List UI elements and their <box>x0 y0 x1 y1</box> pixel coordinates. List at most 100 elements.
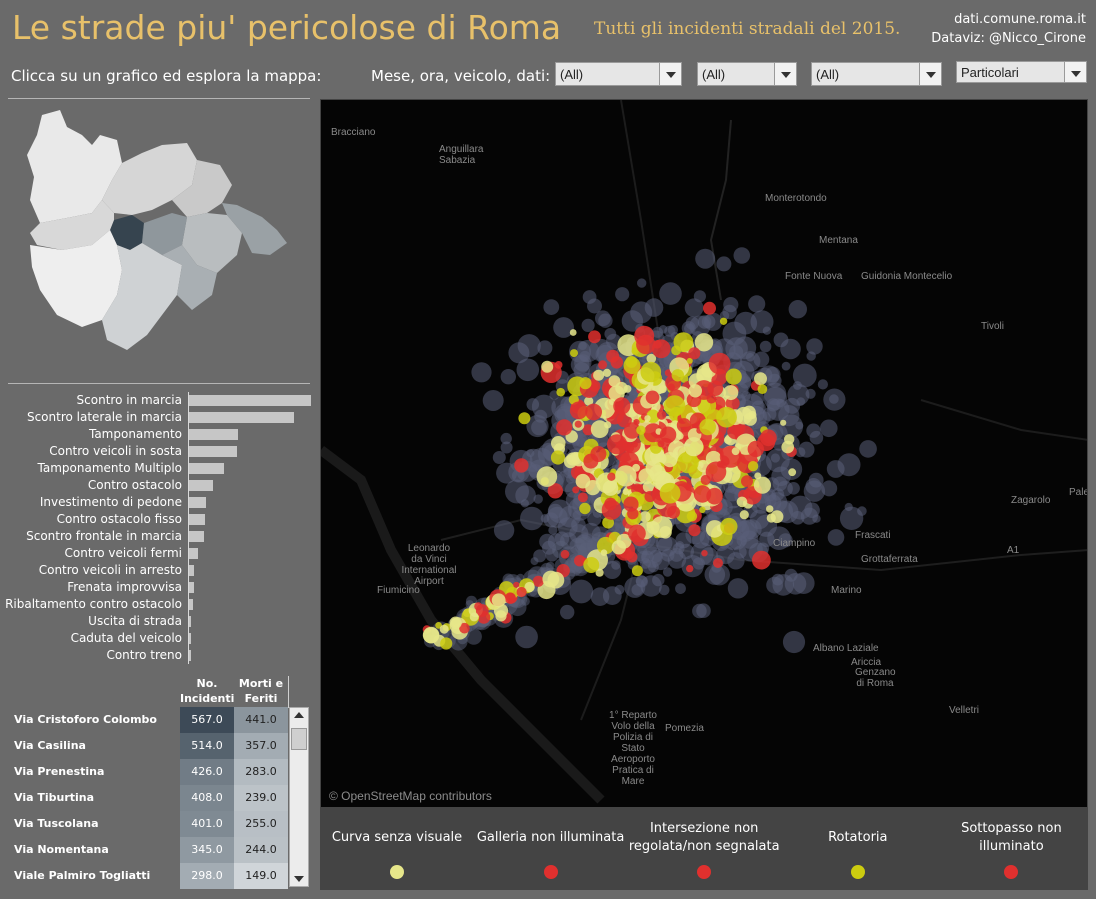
accident-type-chart[interactable]: Scontro in marcia Scontro laterale in mar… <box>5 392 311 668</box>
legend-item[interactable]: Curva senza visuale <box>320 808 474 890</box>
incident-point[interactable] <box>500 369 516 385</box>
bar-row[interactable]: Frenata improvvisa <box>8 579 310 596</box>
chevron-down-icon[interactable] <box>1064 62 1086 82</box>
municipio-north-west[interactable] <box>27 110 122 223</box>
scroll-up-icon[interactable] <box>294 712 304 718</box>
bar-row[interactable]: Scontro in marcia <box>8 392 311 409</box>
incident-point[interactable] <box>826 460 845 478</box>
incident-point[interactable] <box>465 628 482 645</box>
incident-point[interactable] <box>540 514 550 523</box>
incident-point[interactable] <box>583 453 599 469</box>
incident-point[interactable] <box>644 490 656 503</box>
incident-point[interactable] <box>560 604 575 620</box>
incident-point[interactable] <box>678 543 694 560</box>
incident-point[interactable] <box>723 436 732 444</box>
incident-point[interactable] <box>585 480 601 496</box>
incident-point[interactable] <box>771 573 784 586</box>
incident-point[interactable] <box>658 325 668 334</box>
incident-point[interactable] <box>770 453 780 463</box>
bar[interactable] <box>189 565 194 576</box>
incident-point[interactable] <box>537 340 553 356</box>
incident-point[interactable] <box>671 369 684 382</box>
incident-point[interactable] <box>773 332 789 348</box>
incident-point[interactable] <box>644 415 651 422</box>
bar-row[interactable]: Tamponamento Multiplo <box>8 460 310 477</box>
bar-row[interactable]: Investimento di pedone <box>8 494 310 511</box>
municipio-south[interactable] <box>102 243 182 350</box>
bar-row[interactable]: Contro veicoli in arresto <box>8 562 310 579</box>
incident-point[interactable] <box>662 452 678 468</box>
incident-point[interactable] <box>699 418 716 436</box>
incident-point[interactable] <box>600 549 608 556</box>
incident-point[interactable] <box>569 579 594 604</box>
bar[interactable] <box>189 650 191 661</box>
bar-row[interactable]: Ribaltamento contro ostacolo <box>5 596 310 613</box>
incident-point[interactable] <box>607 472 616 481</box>
incident-point[interactable] <box>734 311 758 335</box>
incident-point[interactable] <box>727 578 749 599</box>
bar-row[interactable]: Caduta del veicolo <box>8 630 310 647</box>
incident-point[interactable] <box>623 496 639 512</box>
incident-point[interactable] <box>754 372 767 386</box>
incident-point[interactable] <box>569 329 577 336</box>
incident-point[interactable] <box>563 455 578 469</box>
incident-point[interactable] <box>631 565 643 577</box>
incident-point[interactable] <box>493 520 515 541</box>
incident-point[interactable] <box>518 412 531 425</box>
incident-point[interactable] <box>692 603 707 619</box>
municipio-south-east[interactable] <box>162 245 217 310</box>
incident-point[interactable] <box>581 318 595 332</box>
incident-point[interactable] <box>550 450 566 465</box>
incident-point[interactable] <box>626 551 638 563</box>
data-filter-select[interactable]: Particolari <box>956 61 1087 83</box>
incident-point[interactable] <box>515 625 538 649</box>
incident-point[interactable] <box>705 520 724 538</box>
incident-point[interactable] <box>762 407 777 421</box>
municipio-east[interactable] <box>182 213 242 273</box>
incident-point[interactable] <box>750 310 774 334</box>
incident-point[interactable] <box>743 412 757 426</box>
bar[interactable] <box>189 446 237 457</box>
incident-point[interactable] <box>556 387 565 397</box>
incident-point[interactable] <box>778 533 793 548</box>
bar-row[interactable]: Contro ostacolo fisso <box>8 511 310 528</box>
incident-point[interactable] <box>821 480 838 497</box>
incident-point[interactable] <box>570 349 578 358</box>
legend-item[interactable]: Intersezione non regolata/non segnalata <box>627 808 781 890</box>
incident-point[interactable] <box>653 340 662 349</box>
bar[interactable] <box>189 582 194 593</box>
incident-point[interactable] <box>741 475 753 488</box>
legend-item[interactable]: Galleria non illuminata <box>474 808 628 890</box>
incident-point[interactable] <box>440 637 453 650</box>
incident-point[interactable] <box>515 485 536 506</box>
vehicle-filter-select[interactable]: (All) <box>811 62 942 86</box>
incident-point[interactable] <box>598 360 608 370</box>
incident-point[interactable] <box>500 441 513 454</box>
incident-point[interactable] <box>656 410 667 420</box>
incident-point[interactable] <box>482 390 504 411</box>
month-filter-select[interactable]: (All) <box>555 62 682 86</box>
table-row[interactable]: Via Prenestina 426.0 283.0 <box>8 759 288 785</box>
incident-point[interactable] <box>782 630 806 654</box>
incident-point[interactable] <box>514 458 529 473</box>
incident-point[interactable] <box>632 463 640 472</box>
incident-point[interactable] <box>471 362 492 383</box>
incident-point[interactable] <box>547 571 565 589</box>
bar[interactable] <box>189 429 238 440</box>
bar[interactable] <box>189 395 311 406</box>
bar[interactable] <box>189 497 206 508</box>
incident-point[interactable] <box>583 557 600 573</box>
incident-point[interactable] <box>857 506 867 516</box>
incident-point[interactable] <box>531 419 547 436</box>
map-canvas[interactable] <box>321 100 1088 808</box>
incident-point[interactable] <box>716 256 732 272</box>
incident-point[interactable] <box>817 379 828 390</box>
municipio-west[interactable] <box>30 200 114 250</box>
incident-point[interactable] <box>658 385 667 394</box>
incident-point[interactable] <box>757 384 768 394</box>
scroll-down-icon[interactable] <box>294 876 304 882</box>
table-scrollbar[interactable] <box>289 707 309 887</box>
incident-point[interactable] <box>622 488 629 495</box>
incident-point[interactable] <box>676 418 692 433</box>
incident-point[interactable] <box>688 347 701 360</box>
